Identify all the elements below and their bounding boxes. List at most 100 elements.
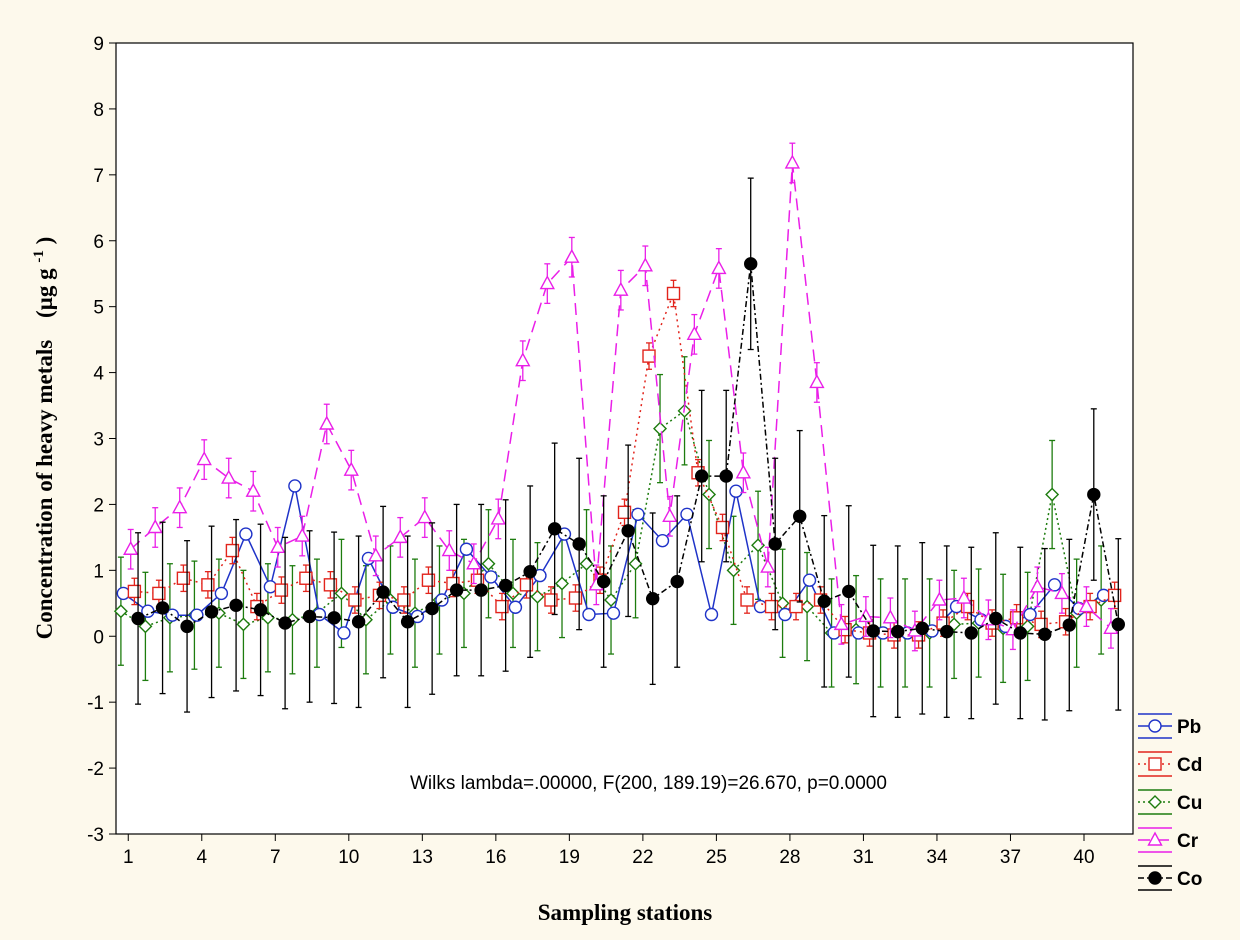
data-point (735, 464, 752, 479)
data-point (221, 469, 237, 484)
x-tick-label: 22 (632, 847, 653, 868)
data-point (606, 606, 621, 620)
data-point (327, 611, 341, 625)
data-point (662, 507, 678, 522)
data-point (425, 601, 439, 616)
data-point (642, 349, 656, 363)
data-point (1111, 617, 1125, 632)
data-point (1087, 487, 1101, 502)
data-point (263, 580, 278, 594)
x-tick-label: 16 (485, 847, 506, 868)
y-tick-label: -3 (87, 825, 104, 846)
data-point (802, 573, 817, 587)
data-point (547, 522, 562, 536)
data-point (147, 519, 163, 534)
data-point (1078, 598, 1095, 613)
data-point (964, 626, 978, 640)
data-point (392, 528, 408, 544)
data-point (466, 555, 482, 570)
legend-label: Pb (1177, 717, 1201, 738)
data-point (711, 259, 727, 275)
legend-label: Cu (1177, 793, 1202, 814)
data-point (288, 479, 302, 493)
data-point (704, 607, 719, 622)
data-point (719, 469, 733, 483)
y-tick-label: 0 (93, 627, 104, 648)
legend-marker (1148, 795, 1162, 809)
y-axis-title-unit-close: ) (32, 237, 57, 245)
legend-marker (1148, 719, 1162, 733)
data-point (449, 583, 464, 597)
data-point (343, 461, 359, 476)
legend-item-cu: Cu (1138, 789, 1202, 815)
y-axis-title-unit-sup: -1 (31, 250, 47, 263)
data-point (421, 573, 436, 587)
data-point (201, 578, 215, 592)
legend-item-cd: Cd (1138, 751, 1202, 777)
y-tick-label: 8 (93, 100, 104, 121)
y-tick-label: 7 (93, 166, 104, 187)
annotation-stats: Wilks lambda=.00000, F(200, 189.19)=26.6… (410, 773, 887, 794)
y-tick-label: 5 (93, 298, 104, 319)
y-tick-label: -2 (87, 759, 104, 780)
data-point (789, 599, 803, 614)
legend-label: Cd (1177, 755, 1202, 776)
x-tick-label: 1 (123, 847, 134, 868)
data-point (515, 352, 531, 367)
data-point (680, 507, 694, 522)
data-point (740, 593, 754, 607)
data-point (817, 594, 831, 609)
data-point (498, 578, 513, 593)
data-point (519, 578, 534, 592)
x-tick-label: 10 (338, 847, 359, 868)
data-point (726, 563, 741, 578)
data-point (417, 509, 433, 524)
data-point (564, 248, 580, 263)
data-point (441, 542, 457, 557)
data-point (793, 509, 807, 523)
data-point (270, 538, 286, 553)
data-point (1038, 627, 1052, 641)
data-point (666, 286, 681, 301)
data-point (113, 604, 128, 619)
y-tick-label: 2 (93, 495, 104, 516)
x-axis-title: Sampling stations (538, 900, 713, 925)
data-point (484, 570, 498, 584)
x-tick-label: 31 (853, 847, 874, 868)
data-point (229, 598, 243, 612)
data-point (506, 586, 520, 601)
data-point (694, 469, 709, 483)
data-point (1047, 578, 1062, 592)
data-point (459, 542, 474, 556)
data-point (568, 591, 583, 605)
data-point (617, 505, 632, 520)
series-cr (123, 142, 1119, 652)
data-point (397, 593, 411, 607)
x-axis: 1 4 7 10 13 16 19 22 25 28 31 34 37 40 (123, 834, 1095, 868)
data-point (495, 599, 509, 614)
data-point (842, 584, 856, 599)
data-point (645, 591, 660, 606)
legend-label: Co (1177, 869, 1202, 890)
data-point (768, 537, 782, 551)
data-point (891, 624, 905, 639)
data-point (386, 600, 400, 614)
x-tick-label: 34 (926, 847, 948, 868)
data-point (123, 540, 139, 555)
data-point (572, 537, 586, 551)
data-point (764, 599, 779, 614)
legend-item-pb: Pb (1138, 713, 1201, 739)
x-tick-label: 19 (559, 847, 580, 868)
data-point (866, 624, 880, 638)
data-point (915, 621, 929, 636)
data-point (490, 510, 506, 525)
data-point (744, 257, 758, 271)
data-point (1029, 578, 1046, 593)
data-point (337, 626, 351, 640)
data-point (190, 608, 204, 622)
data-point (274, 583, 289, 597)
data-point (302, 609, 317, 624)
data-point (851, 626, 866, 640)
data-point (653, 421, 668, 436)
data-point (809, 374, 825, 389)
